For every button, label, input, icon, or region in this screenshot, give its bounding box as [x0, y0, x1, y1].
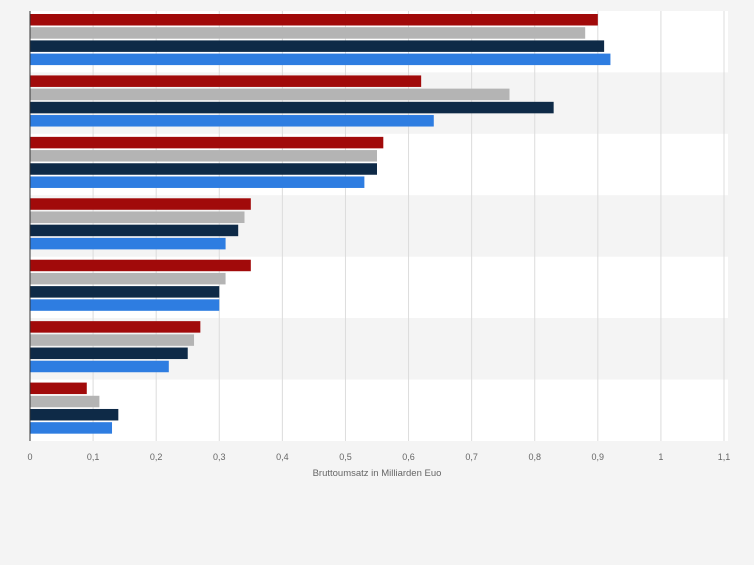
- x-tick-label: 0,2: [150, 452, 163, 462]
- x-tick-label: 1,1: [718, 452, 731, 462]
- bar: [30, 14, 598, 26]
- bar: [30, 259, 251, 272]
- x-tick-label: 0,8: [528, 452, 541, 462]
- row-band: [30, 379, 728, 441]
- x-tick-label: 0,4: [276, 452, 289, 462]
- bar: [30, 286, 220, 298]
- bar: [30, 395, 100, 408]
- x-axis-label: Bruttoumsatz in Milliarden Euo: [313, 468, 442, 479]
- bar: [30, 211, 245, 223]
- bar: [30, 27, 586, 39]
- bar: [30, 422, 113, 434]
- bar: [30, 237, 226, 250]
- x-tick-label: 0,6: [402, 452, 415, 462]
- bar: [30, 150, 377, 162]
- bars: [30, 14, 611, 434]
- bar: [30, 272, 226, 285]
- bar: [30, 101, 554, 114]
- x-tick-label: 0,9: [592, 452, 605, 462]
- bar: [30, 198, 251, 210]
- bar: [30, 382, 87, 395]
- x-tick-label: 0,5: [339, 452, 352, 462]
- bar: [30, 299, 220, 311]
- bar: [30, 408, 119, 421]
- bar: [30, 163, 377, 175]
- x-tick-label: 0,3: [213, 452, 226, 462]
- x-tick-label: 1: [658, 452, 663, 462]
- x-tick-label: 0,1: [87, 452, 100, 462]
- bar: [30, 40, 605, 52]
- x-tick-label: 0: [27, 452, 32, 462]
- bar: [30, 75, 422, 87]
- bar: [30, 360, 169, 373]
- bar: [30, 53, 611, 66]
- bar: [30, 334, 195, 346]
- bar: [30, 88, 510, 101]
- x-axis-ticks: 0 0,1 0,2 0,3 0,4 0,5 0,6 0,7 0,8 0,9 1 1,1: [27, 452, 730, 462]
- bar: [30, 115, 434, 127]
- bar: [30, 136, 384, 149]
- bar: [30, 321, 201, 333]
- bar: [30, 347, 188, 360]
- bar: [30, 224, 239, 237]
- bar: [30, 176, 365, 188]
- x-tick-label: 0,7: [465, 452, 478, 462]
